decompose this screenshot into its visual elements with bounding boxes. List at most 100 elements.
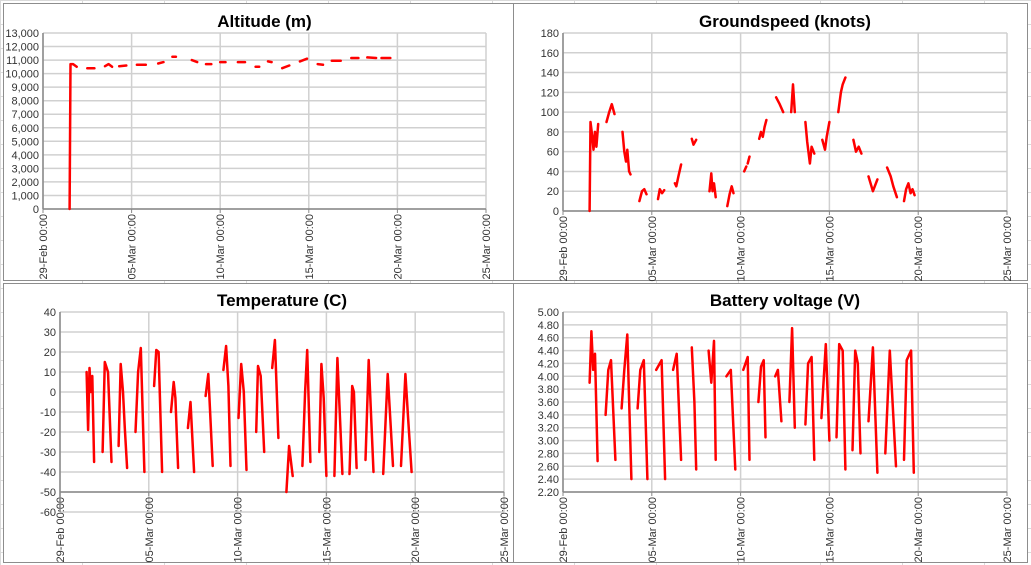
series-segment bbox=[654, 358, 667, 481]
y-tick-label: 2.20 bbox=[538, 487, 559, 499]
series-segment bbox=[638, 187, 648, 203]
series-segment bbox=[85, 366, 96, 464]
y-tick-label: 0 bbox=[50, 387, 56, 399]
y-tick-label: 1,000 bbox=[11, 190, 39, 202]
x-tick-label: 29-Feb 00:00 bbox=[38, 214, 50, 279]
chart-title: Groundspeed (knots) bbox=[699, 12, 871, 31]
y-tick-label: 6,000 bbox=[11, 123, 39, 135]
series-segment bbox=[757, 358, 767, 439]
y-tick-label: 180 bbox=[541, 28, 559, 40]
series-segment bbox=[68, 62, 78, 211]
x-tick-label: 10-Mar 00:00 bbox=[736, 216, 748, 281]
temperature-chart-svg: -60 -50 -40 -30 -20 -10 0 10 20 30 40 29-Feb 00:00 0… bbox=[40, 291, 511, 562]
series-segment bbox=[266, 60, 273, 64]
y-tick-label: 3.00 bbox=[538, 436, 559, 448]
y-tick-label: -60 bbox=[40, 507, 56, 519]
y-tick-label: 4.60 bbox=[538, 333, 559, 345]
series-segment bbox=[621, 130, 632, 176]
y-tick-label: -40 bbox=[40, 467, 56, 479]
y-tick-label: 3.20 bbox=[538, 423, 559, 435]
y-tick-label: 3.60 bbox=[538, 397, 559, 409]
y-tick-label: 60 bbox=[547, 147, 559, 159]
x-tick-label: 15-Mar 00:00 bbox=[824, 497, 836, 562]
series-segment bbox=[690, 346, 698, 471]
series-segment bbox=[804, 120, 816, 165]
series-segment bbox=[588, 120, 600, 213]
x-tick-label: 29-Feb 00:00 bbox=[558, 497, 570, 562]
x-tick-label: 15-Mar 00:00 bbox=[321, 497, 333, 562]
series-segment bbox=[820, 342, 831, 442]
y-tick-label: 80 bbox=[547, 127, 559, 139]
x-tick-label: 25-Mar 00:00 bbox=[1002, 497, 1014, 562]
series-segment bbox=[773, 368, 783, 423]
series-segment bbox=[156, 60, 165, 65]
series-segment bbox=[604, 358, 617, 462]
y-tick-label: 12,000 bbox=[5, 42, 39, 54]
series-segment bbox=[636, 358, 649, 481]
y-tick-label: 2,000 bbox=[11, 177, 39, 189]
y-tick-label: 100 bbox=[541, 107, 559, 119]
series-segment bbox=[280, 64, 291, 70]
series-segment bbox=[316, 62, 325, 67]
y-tick-label: -20 bbox=[40, 427, 56, 439]
series-segment bbox=[270, 338, 280, 440]
y-tick-label: 4.80 bbox=[538, 320, 559, 332]
series-segment bbox=[821, 120, 831, 151]
y-tick-label: 3.80 bbox=[538, 384, 559, 396]
x-tick-label: 10-Mar 00:00 bbox=[215, 214, 227, 279]
y-tick-label: 8,000 bbox=[11, 96, 39, 108]
y-tick-label: 4.20 bbox=[538, 358, 559, 370]
series-segment bbox=[190, 58, 199, 64]
x-tick-label: 05-Mar 00:00 bbox=[647, 216, 659, 281]
y-tick-label: 160 bbox=[541, 48, 559, 60]
y-tick-label: 4.40 bbox=[538, 346, 559, 358]
series-segment bbox=[285, 444, 294, 494]
series-segment bbox=[708, 172, 717, 199]
battery-chart: 2.20 2.40 2.60 2.80 3.00 3.20 3.40 3.60 3.80 4.00… bbox=[513, 283, 1028, 563]
y-tick-label: 40 bbox=[44, 307, 56, 319]
temperature-chart: -60 -50 -40 -30 -20 -10 0 10 20 30 40 29-Feb 00:00 0… bbox=[3, 283, 514, 563]
y-tick-label: 30 bbox=[44, 327, 56, 339]
series-segment bbox=[101, 360, 113, 464]
series-segment bbox=[746, 155, 751, 165]
y-tick-label: 2.40 bbox=[538, 474, 559, 486]
y-tick-label: -10 bbox=[40, 407, 56, 419]
series-segment bbox=[298, 57, 309, 63]
y-tick-label: 10,000 bbox=[5, 69, 39, 81]
series-segment bbox=[673, 163, 683, 188]
x-tick-label: 20-Mar 00:00 bbox=[913, 216, 925, 281]
y-tick-label: 20 bbox=[44, 347, 56, 359]
y-tick-label: 0 bbox=[553, 206, 559, 218]
x-tick-label: 25-Mar 00:00 bbox=[1002, 216, 1014, 281]
battery-chart-svg: 2.202.402.602.803.003.203.403.603.804.00… bbox=[538, 291, 1014, 562]
series-segment bbox=[117, 362, 129, 470]
series-segment bbox=[884, 349, 898, 468]
series-segment bbox=[620, 333, 633, 481]
series-segment bbox=[656, 187, 666, 201]
groundspeed-chart: 0 20 40 60 80 100 120 140 160 180 29-Feb 00:00 05-M… bbox=[513, 3, 1028, 281]
y-tick-label: -50 bbox=[40, 487, 56, 499]
series-segment bbox=[152, 348, 164, 474]
series-segment bbox=[333, 356, 344, 478]
y-tick-label: 3.40 bbox=[538, 410, 559, 422]
y-tick-label: 4.00 bbox=[538, 371, 559, 383]
series-segment bbox=[134, 346, 146, 474]
series-segment bbox=[222, 344, 232, 468]
x-tick-label: 15-Mar 00:00 bbox=[824, 216, 836, 281]
series-segment bbox=[301, 348, 312, 468]
x-tick-label: 05-Mar 00:00 bbox=[127, 214, 139, 279]
chart-title: Battery voltage (V) bbox=[710, 291, 860, 310]
series-segment bbox=[366, 56, 378, 60]
x-tick-label: 20-Mar 00:00 bbox=[392, 214, 404, 279]
series-segment bbox=[671, 352, 683, 462]
series-segment bbox=[707, 339, 717, 462]
y-tick-label: 11,000 bbox=[6, 55, 39, 67]
series-segment bbox=[867, 346, 879, 474]
y-tick-label: 5.00 bbox=[538, 307, 559, 319]
series-segment bbox=[204, 372, 214, 468]
series-segment bbox=[117, 64, 128, 68]
series-segment bbox=[381, 372, 395, 476]
y-tick-label: 0 bbox=[33, 204, 39, 216]
series-segment bbox=[757, 118, 768, 141]
